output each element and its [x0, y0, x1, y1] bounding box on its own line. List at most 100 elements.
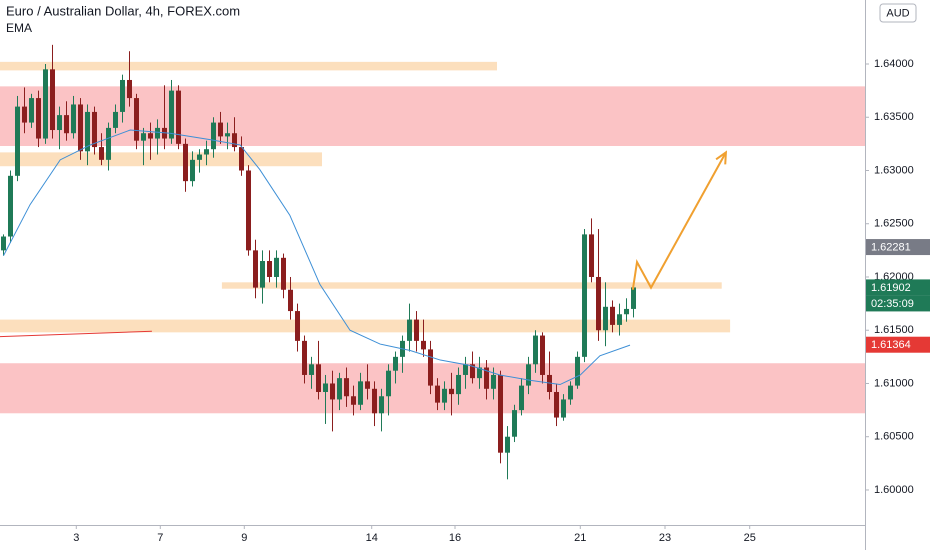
- candle-body: [64, 115, 70, 134]
- candle-body: [498, 374, 504, 453]
- indicator-name: EMA: [6, 21, 32, 35]
- candle-body: [71, 104, 77, 134]
- x-tick-label: 23: [659, 532, 671, 544]
- candle-body: [22, 106, 28, 123]
- y-tick-label: 1.61000: [874, 377, 914, 389]
- candle-body: [225, 133, 231, 137]
- candle-body: [407, 319, 413, 341]
- candle-body: [92, 111, 98, 148]
- candle-body: [463, 364, 469, 375]
- candle-body: [589, 234, 595, 277]
- candle-body: [421, 340, 427, 350]
- candle-body: [281, 257, 287, 290]
- candle-body: [358, 381, 364, 405]
- x-tick-label: 25: [744, 532, 756, 544]
- candle-body: [631, 287, 637, 309]
- candle-body: [484, 367, 490, 389]
- candle-body: [239, 147, 245, 171]
- ema-line: [3, 129, 631, 386]
- candle-body: [624, 308, 630, 315]
- x-tick-label: 3: [73, 532, 79, 544]
- candle-body: [568, 385, 574, 400]
- price-label: 1.61902: [871, 282, 911, 294]
- candle-body: [540, 335, 546, 375]
- candle-body: [155, 127, 161, 139]
- candle-body: [99, 147, 105, 160]
- candle-body: [435, 385, 441, 403]
- candle-body: [183, 143, 189, 182]
- candle-body: [456, 374, 462, 395]
- candle-body: [519, 385, 525, 411]
- candle-body: [575, 356, 581, 386]
- candle-body: [337, 378, 343, 400]
- y-tick-label: 1.60000: [874, 484, 914, 496]
- candle-body: [505, 436, 511, 453]
- candle-body: [330, 383, 336, 400]
- candle-body: [43, 69, 49, 139]
- candle-body: [36, 98, 42, 139]
- candle-body: [113, 111, 119, 128]
- candle-body: [246, 170, 252, 251]
- currency-button[interactable]: [879, 3, 917, 23]
- price-label-box: [866, 239, 930, 256]
- candle-body: [1, 236, 7, 251]
- arrow-head: [715, 150, 728, 165]
- candle-body: [106, 127, 112, 160]
- candle-body: [554, 391, 560, 418]
- x-tick-label: 7: [157, 532, 163, 544]
- candle-body: [596, 276, 602, 331]
- currency-label[interactable]: AUD: [886, 7, 909, 19]
- y-tick-label: 1.63000: [874, 164, 914, 176]
- candle-body: [260, 261, 266, 288]
- zone: [0, 152, 323, 167]
- candle-body: [176, 90, 182, 144]
- countdown-box: [866, 295, 930, 312]
- candle-body: [190, 159, 196, 182]
- candle-body: [442, 388, 448, 403]
- candle-body: [582, 234, 588, 357]
- candle-body: [512, 410, 518, 437]
- candle-body: [253, 250, 259, 288]
- candle-body: [120, 79, 126, 112]
- candle-body: [295, 311, 301, 341]
- candle-body: [316, 364, 322, 392]
- plot: [0, 44, 865, 480]
- price-label-box: [866, 279, 930, 296]
- candle-body: [204, 149, 210, 155]
- candle-body: [267, 261, 273, 277]
- candle-body: [127, 79, 133, 99]
- candle-body: [8, 175, 14, 237]
- candle-body: [561, 399, 567, 418]
- trend-line: [0, 330, 152, 338]
- y-tick-label: 1.63500: [874, 111, 914, 123]
- y-tick-label: 1.64000: [874, 58, 914, 70]
- y-tick-label: 1.60500: [874, 431, 914, 443]
- candle-body: [414, 319, 420, 341]
- candle-body: [169, 90, 175, 139]
- candle-body: [211, 122, 217, 150]
- x-tick-label: 14: [366, 532, 378, 544]
- zone: [0, 61, 498, 71]
- candle-body: [50, 69, 56, 131]
- price-label-box: [866, 336, 930, 353]
- candle-body: [365, 381, 371, 389]
- chart-title: Euro / Australian Dollar, 4h, FOREX.com: [6, 3, 240, 18]
- candle-body: [15, 106, 21, 176]
- x-tick-label: 9: [241, 532, 247, 544]
- candle-body: [29, 98, 35, 123]
- candle-body: [526, 364, 532, 386]
- candle-body: [78, 104, 84, 152]
- candle-body: [57, 115, 63, 131]
- candle-body: [428, 349, 434, 386]
- candle-body: [85, 111, 91, 152]
- y-tick-label: 1.62500: [874, 218, 914, 230]
- candle-body: [491, 374, 497, 389]
- candle-body: [386, 370, 392, 397]
- candle-body: [274, 257, 280, 277]
- price-label: 1.61364: [871, 339, 911, 351]
- candle-body: [134, 98, 140, 141]
- candle-body: [302, 340, 308, 375]
